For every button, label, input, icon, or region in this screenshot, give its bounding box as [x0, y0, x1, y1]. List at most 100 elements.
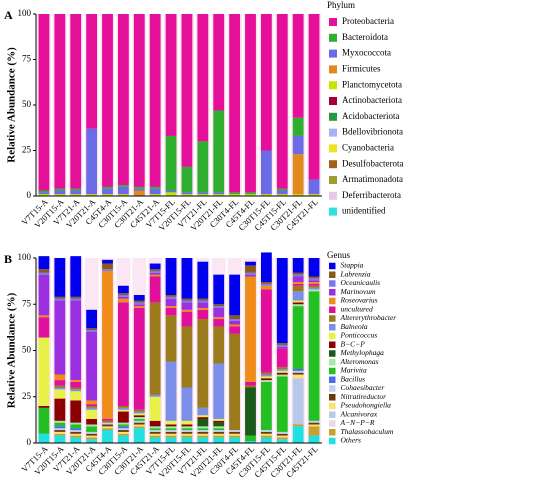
- bar-segment: [292, 304, 304, 307]
- bar-segment: [245, 274, 256, 277]
- bar-segment: [165, 295, 177, 297]
- bar-segment: [229, 274, 241, 316]
- bar-segment: [308, 258, 320, 277]
- bar-segment: [213, 194, 225, 196]
- bar-segment: [165, 298, 177, 307]
- bar-segment: [133, 422, 145, 425]
- legend-swatch: [329, 160, 337, 169]
- bar-segment: [117, 411, 129, 423]
- bar-segment: [54, 430, 66, 432]
- bar-segment: [54, 385, 66, 388]
- bar-segment: [260, 150, 272, 195]
- bar-segment: [102, 14, 113, 187]
- bar-segment: [70, 300, 82, 381]
- bar-segment: [197, 319, 209, 408]
- bar-segment: [117, 409, 129, 412]
- bar-segment: [260, 381, 272, 431]
- bar-segment: [197, 431, 209, 434]
- bar-segment: [102, 422, 113, 425]
- legend-swatch: [329, 289, 336, 296]
- bar-segment: [149, 394, 161, 397]
- bar-segment: [86, 418, 98, 425]
- legend-label: Bdellovibrionota: [342, 127, 403, 137]
- panel-label: B: [4, 252, 12, 266]
- legend-label: Actinobacteriota: [342, 95, 402, 105]
- legend-label: Proteobacteria: [342, 16, 394, 26]
- y-tick-label: 100: [18, 252, 32, 262]
- bar-segment: [70, 296, 82, 299]
- bar-segment: [86, 439, 98, 443]
- bar-segment: [197, 430, 209, 432]
- bar-segment: [133, 415, 145, 418]
- bar-segment: [86, 330, 98, 332]
- legend-label: Labrenzia: [340, 269, 371, 278]
- legend-title: Genus: [327, 250, 350, 260]
- bar-segment: [38, 406, 50, 408]
- bar-segment: [260, 430, 272, 432]
- bar-segment: [149, 396, 161, 421]
- bar-segment: [86, 332, 98, 401]
- bar-segment: [260, 372, 272, 375]
- bar-segment: [70, 188, 82, 191]
- bar-segment: [149, 194, 161, 196]
- bar-segment: [117, 431, 129, 434]
- bar-segment: [181, 298, 193, 301]
- bar-segment: [117, 428, 129, 431]
- bar-segment: [165, 420, 177, 425]
- bar-segment: [308, 278, 320, 281]
- legend-swatch: [329, 18, 337, 26]
- bar-segment: [292, 154, 304, 195]
- legend-label: Balneola: [341, 322, 368, 331]
- bar-segment: [276, 190, 288, 195]
- legend-swatch: [329, 332, 336, 340]
- bar-segment: [165, 431, 177, 434]
- bar-segment: [70, 14, 82, 189]
- bar-segment: [197, 261, 209, 299]
- bar-segment: [117, 14, 129, 186]
- bar-segment: [213, 433, 225, 436]
- bar-segment: [117, 186, 129, 195]
- bar-segment: [213, 422, 225, 427]
- bar-segment: [245, 385, 256, 388]
- bar-segment: [70, 422, 82, 425]
- bar-segment: [38, 14, 50, 191]
- legend-label: Deferribacterota: [342, 190, 401, 200]
- bar-segment: [260, 285, 272, 290]
- bar-segment: [229, 437, 241, 443]
- bar-segment: [276, 437, 288, 440]
- bar-segment: [149, 430, 161, 432]
- bar-segment: [197, 407, 209, 416]
- bar-segment: [292, 135, 304, 155]
- bar-segment: [70, 424, 82, 429]
- bar-segment: [38, 269, 50, 273]
- bar-segment: [165, 315, 177, 362]
- legend-label: Armatimonadota: [342, 174, 403, 184]
- bar-segment: [181, 194, 193, 196]
- bar-segment: [117, 185, 129, 187]
- bar-segment: [229, 194, 241, 196]
- bar-segment: [260, 437, 272, 443]
- bar-segment: [292, 306, 304, 369]
- bar-segment: [102, 418, 113, 421]
- bar-segment: [292, 283, 304, 286]
- bar-segment: [133, 14, 145, 187]
- bar-segment: [86, 328, 98, 331]
- legend-swatch: [329, 420, 336, 427]
- bar-segment: [54, 431, 66, 434]
- bar-segment: [149, 14, 161, 187]
- bar-segment: [102, 420, 113, 423]
- bar-segment: [197, 435, 209, 438]
- bar-segment: [102, 430, 113, 443]
- bar-segment: [86, 407, 98, 410]
- bar-segment: [54, 296, 66, 299]
- bar-segment: [276, 343, 288, 345]
- bar-segment: [86, 431, 98, 434]
- bar-segment: [133, 426, 145, 429]
- bar-segment: [197, 417, 209, 419]
- bar-segment: [245, 272, 256, 275]
- bar-segment: [54, 398, 66, 421]
- bar-segment: [54, 433, 66, 436]
- legend-swatch: [329, 367, 336, 375]
- bar-segment: [181, 14, 193, 167]
